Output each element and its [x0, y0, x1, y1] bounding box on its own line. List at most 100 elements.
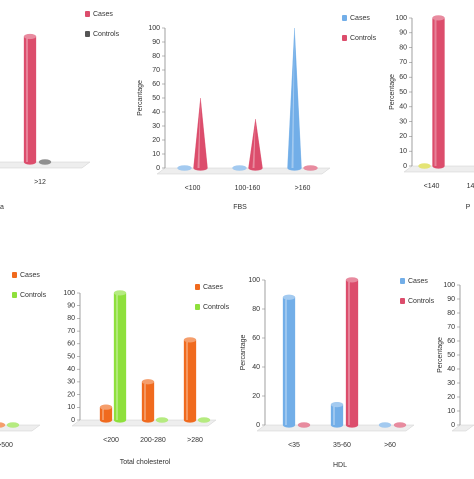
floor [0, 161, 91, 169]
cylinder [330, 402, 344, 428]
y-axis-label: Percantage [240, 334, 247, 370]
y-tick-label: 70 [399, 59, 407, 66]
y-tick-label: 70 [67, 328, 75, 335]
cylinder [232, 165, 247, 171]
legend-label: Cases [408, 278, 428, 285]
legend-label: Controls [203, 304, 230, 311]
legend-label: Cases [93, 11, 113, 18]
y-tick-label: 10 [152, 151, 160, 158]
cylinder [38, 159, 52, 165]
cylinder-top [232, 165, 247, 171]
y-tick-label: 30 [399, 118, 407, 125]
x-tick-label: <140 [424, 183, 440, 190]
y-tick-label: 20 [67, 391, 75, 398]
cylinder-top [283, 294, 295, 300]
cylinder [99, 404, 113, 423]
y-tick-label: 100 [148, 25, 160, 32]
legend-swatch [195, 284, 200, 290]
cone [287, 27, 302, 171]
y-tick-label: 50 [67, 353, 75, 360]
cylinder [393, 422, 407, 428]
legend-label: Controls [408, 298, 435, 305]
cylinder [282, 294, 296, 428]
legend-label: Cases [20, 272, 40, 279]
y-tick-label: 80 [399, 44, 407, 51]
y-tick-label: 60 [447, 338, 455, 345]
y-tick-label: 90 [152, 39, 160, 46]
x-tick-label: 200-280 [140, 437, 166, 444]
cone-highlight [252, 119, 256, 168]
legend-label: Cases [203, 284, 223, 291]
y-tick-label: 0 [451, 422, 455, 429]
cylinder-highlight [348, 282, 350, 425]
x-tick-label: <200 [103, 437, 119, 444]
x-axis-label: HDL [333, 462, 347, 469]
cylinder [141, 379, 155, 423]
cone-highlight [291, 28, 295, 168]
y-tick-label: 70 [152, 67, 160, 74]
y-axis-label: Percentage [437, 337, 444, 373]
cylinder-top [379, 422, 391, 428]
y-tick-label: 10 [447, 408, 455, 415]
cylinder-top [418, 163, 431, 169]
cone [248, 118, 263, 171]
y-tick-label: 60 [152, 81, 160, 88]
x-tick-label: <100 [185, 185, 201, 192]
legend-swatch [12, 292, 17, 298]
cylinder [113, 290, 127, 423]
y-tick-label: 50 [447, 352, 455, 359]
legend-label: Controls [93, 31, 120, 38]
floor [0, 424, 41, 432]
cylinder-top [100, 404, 112, 410]
legend-label: Cases [350, 15, 370, 22]
cylinder [345, 277, 359, 428]
x-axis-label: Total cholesterol [120, 459, 171, 466]
y-tick-label: 100 [395, 15, 407, 22]
x-tick-label: >500 [0, 442, 13, 449]
cylinder-highlight [102, 409, 104, 420]
cylinder-top [114, 290, 126, 296]
cylinder-top [432, 15, 445, 21]
y-axis-label: Percentage [389, 74, 396, 110]
y-tick-label: 90 [67, 303, 75, 310]
y-tick-label: 40 [447, 366, 455, 373]
cylinder-top [156, 417, 168, 423]
cylinder-top [331, 402, 343, 408]
cylinder [177, 165, 192, 171]
cylinder [23, 33, 37, 165]
legend-label: Controls [350, 35, 377, 42]
y-tick-label: 100 [443, 282, 455, 289]
x-tick-label: >60 [384, 442, 396, 449]
cylinder-highlight [186, 341, 188, 420]
y-tick-label: 20 [252, 393, 260, 400]
y-tick-label: 0 [156, 165, 160, 172]
cylinder [432, 15, 445, 169]
y-tick-label: 60 [252, 335, 260, 342]
cylinder-top [142, 379, 154, 385]
cylinder-highlight [285, 299, 287, 425]
floor [451, 424, 474, 432]
y-tick-label: 40 [67, 366, 75, 373]
cylinder-top [7, 422, 19, 428]
y-tick-label: 50 [399, 89, 407, 96]
cylinder-highlight [26, 38, 28, 162]
y-tick-label: 60 [399, 74, 407, 81]
x-tick-label: >160 [295, 185, 311, 192]
y-tick-label: 100 [63, 290, 75, 297]
cylinder [378, 422, 392, 428]
y-tick-label: 40 [252, 364, 260, 371]
legend-swatch [400, 278, 405, 284]
y-tick-label: 90 [447, 296, 455, 303]
y-tick-label: 30 [447, 380, 455, 387]
floor [256, 424, 415, 432]
legend-swatch [85, 11, 90, 17]
cylinder [197, 417, 211, 423]
cylinder-highlight [333, 406, 335, 425]
legend-swatch [12, 272, 17, 278]
cylinder-highlight [434, 20, 437, 166]
legend-swatch [342, 15, 347, 21]
cylinder [183, 337, 197, 423]
x-axis-label: P [466, 204, 471, 211]
cylinder [6, 422, 20, 428]
